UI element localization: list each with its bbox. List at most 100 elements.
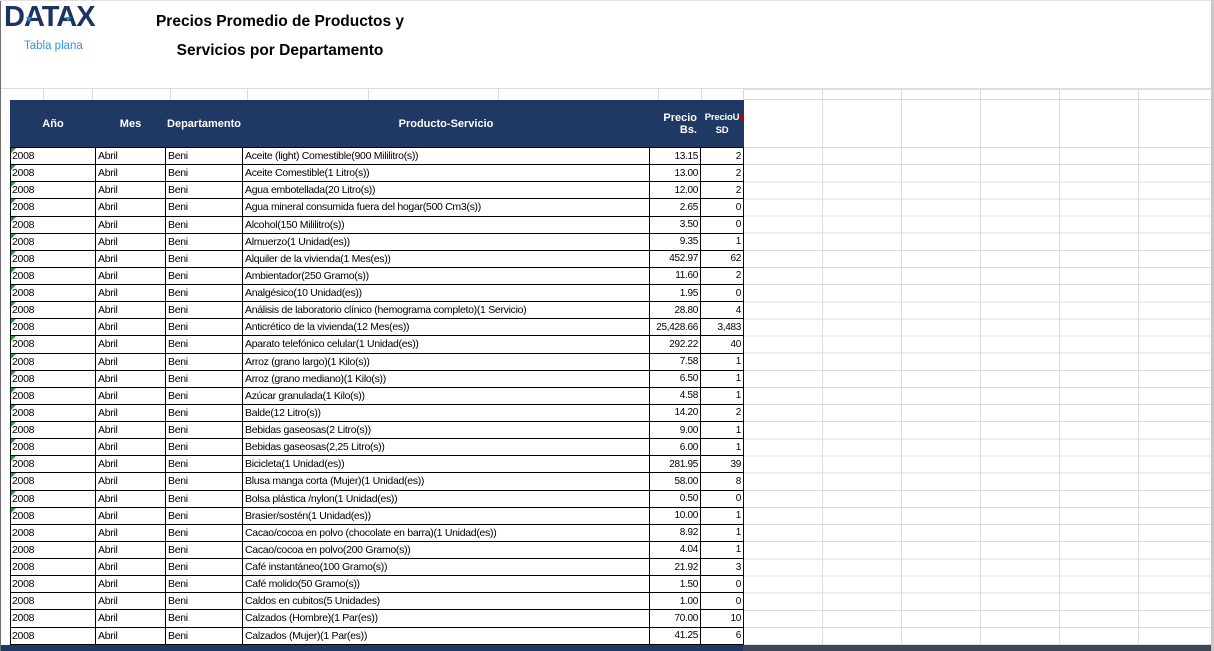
cell-department[interactable]: Beni — [165, 455, 243, 474]
cell-year[interactable]: 2008 — [10, 352, 96, 371]
cell-price-usd[interactable]: 3,483 — [700, 318, 744, 337]
cell-year[interactable]: 2008 — [10, 472, 96, 491]
cell-month[interactable]: Abril — [95, 318, 166, 337]
cell-price-usd[interactable]: 6 — [700, 626, 744, 645]
cell-price-usd[interactable]: 3 — [700, 557, 744, 577]
cell-department[interactable]: Beni — [165, 249, 243, 268]
cell-year[interactable]: 2008 — [10, 215, 96, 234]
cell-year[interactable]: 2008 — [10, 386, 96, 405]
cell-product[interactable]: Bebidas gaseosas(2 Litro(s)) — [242, 420, 650, 440]
cell-price-usd[interactable]: 2 — [700, 181, 744, 200]
cell-department[interactable]: Beni — [165, 386, 243, 405]
cell-price-usd[interactable]: 0 — [700, 215, 744, 234]
cell-month[interactable]: Abril — [95, 181, 166, 200]
cell-product[interactable]: Azúcar granulada(1 Kilo(s)) — [242, 386, 650, 405]
cell-price-bs[interactable]: 281.95 — [649, 455, 701, 474]
cell-month[interactable]: Abril — [95, 420, 166, 440]
cell-price-bs[interactable]: 4.04 — [649, 540, 701, 560]
cell-price-bs[interactable]: 2.65 — [649, 198, 701, 217]
cell-department[interactable]: Beni — [165, 181, 243, 200]
cell-price-bs[interactable]: 4.58 — [649, 386, 701, 405]
cell-month[interactable]: Abril — [95, 232, 166, 251]
cell-price-bs[interactable]: 9.35 — [649, 232, 701, 251]
cell-month[interactable]: Abril — [95, 403, 166, 423]
cell-year[interactable]: 2008 — [10, 232, 96, 251]
cell-department[interactable]: Beni — [165, 403, 243, 423]
cell-product[interactable]: Alquiler de la vivienda(1 Mes(es)) — [242, 249, 650, 268]
cell-department[interactable]: Beni — [165, 266, 243, 286]
cell-month[interactable]: Abril — [95, 249, 166, 268]
header-department[interactable]: Departamento — [165, 100, 243, 148]
cell-price-bs[interactable]: 1.50 — [649, 575, 701, 594]
cell-product[interactable]: Alcohol(150 Mililitro(s)) — [242, 215, 650, 234]
cell-year[interactable]: 2008 — [10, 592, 96, 611]
cell-department[interactable]: Beni — [165, 352, 243, 371]
cell-department[interactable]: Beni — [165, 215, 243, 234]
cell-department[interactable]: Beni — [165, 557, 243, 577]
cell-month[interactable]: Abril — [95, 369, 166, 388]
cell-department[interactable]: Beni — [165, 283, 243, 303]
header-year[interactable]: Año — [10, 100, 96, 148]
cell-department[interactable]: Beni — [165, 523, 243, 542]
cell-product[interactable]: Calzados (Mujer)(1 Par(es)) — [242, 626, 650, 645]
header-product[interactable]: Producto-Servicio — [242, 100, 650, 148]
cell-department[interactable]: Beni — [165, 369, 243, 388]
cell-price-usd[interactable]: 1 — [700, 232, 744, 251]
cell-month[interactable]: Abril — [95, 609, 166, 628]
cell-price-usd[interactable]: 1 — [700, 506, 744, 525]
cell-price-usd[interactable]: 2 — [700, 403, 744, 423]
cell-month[interactable]: Abril — [95, 198, 166, 217]
cell-month[interactable]: Abril — [95, 557, 166, 577]
cell-product[interactable]: Cacao/cocoa en polvo(200 Gramo(s)) — [242, 540, 650, 560]
cell-product[interactable]: Ambientador(250 Gramo(s)) — [242, 266, 650, 286]
cell-year[interactable]: 2008 — [10, 164, 96, 183]
cell-price-bs[interactable]: 13.15 — [649, 146, 701, 166]
cell-price-bs[interactable]: 6.50 — [649, 369, 701, 388]
cell-product[interactable]: Bicicleta(1 Unidad(es)) — [242, 455, 650, 474]
cell-product[interactable]: Bebidas gaseosas(2,25 Litro(s)) — [242, 438, 650, 457]
cell-month[interactable]: Abril — [95, 352, 166, 371]
cell-price-bs[interactable]: 292.22 — [649, 335, 701, 354]
cell-price-usd[interactable]: 0 — [700, 592, 744, 611]
cell-product[interactable]: Agua embotellada(20 Litro(s)) — [242, 181, 650, 200]
cell-product[interactable]: Balde(12 Litro(s)) — [242, 403, 650, 423]
cell-month[interactable]: Abril — [95, 489, 166, 508]
cell-year[interactable]: 2008 — [10, 438, 96, 457]
cell-department[interactable]: Beni — [165, 438, 243, 457]
cell-price-usd[interactable]: 0 — [700, 283, 744, 303]
cell-product[interactable]: Aceite (light) Comestible(900 Mililitro(… — [242, 146, 650, 166]
cell-product[interactable]: Arroz (grano largo)(1 Kilo(s)) — [242, 352, 650, 371]
cell-month[interactable]: Abril — [95, 146, 166, 166]
cell-price-usd[interactable]: 10 — [700, 609, 744, 628]
cell-department[interactable]: Beni — [165, 335, 243, 354]
cell-month[interactable]: Abril — [95, 438, 166, 457]
cell-price-usd[interactable]: 39 — [700, 455, 744, 474]
cell-department[interactable]: Beni — [165, 489, 243, 508]
cell-month[interactable]: Abril — [95, 215, 166, 234]
cell-month[interactable]: Abril — [95, 266, 166, 286]
cell-month[interactable]: Abril — [95, 592, 166, 611]
cell-year[interactable]: 2008 — [10, 249, 96, 268]
cell-product[interactable]: Almuerzo(1 Unidad(es)) — [242, 232, 650, 251]
cell-price-bs[interactable]: 14.20 — [649, 403, 701, 423]
cell-month[interactable]: Abril — [95, 575, 166, 594]
cell-year[interactable]: 2008 — [10, 369, 96, 388]
cell-price-bs[interactable]: 28.80 — [649, 301, 701, 320]
cell-product[interactable]: Blusa manga corta (Mujer)(1 Unidad(es)) — [242, 472, 650, 491]
cell-department[interactable]: Beni — [165, 472, 243, 491]
cell-price-bs[interactable]: 12.00 — [649, 181, 701, 200]
cell-product[interactable]: Analgésico(10 Unidad(es)) — [242, 283, 650, 303]
cell-product[interactable]: Café instantáneo(100 Gramo(s)) — [242, 557, 650, 577]
cell-price-bs[interactable]: 58.00 — [649, 472, 701, 491]
cell-month[interactable]: Abril — [95, 455, 166, 474]
cell-month[interactable]: Abril — [95, 540, 166, 560]
cell-price-bs[interactable]: 6.00 — [649, 438, 701, 457]
cell-year[interactable]: 2008 — [10, 283, 96, 303]
cell-price-usd[interactable]: 62 — [700, 249, 744, 268]
cell-product[interactable]: Aparato telefónico celular(1 Unidad(es)) — [242, 335, 650, 354]
cell-product[interactable]: Aceite Comestible(1 Litro(s)) — [242, 164, 650, 183]
cell-price-usd[interactable]: 1 — [700, 523, 744, 542]
cell-price-bs[interactable]: 70.00 — [649, 609, 701, 628]
cell-year[interactable]: 2008 — [10, 609, 96, 628]
cell-price-bs[interactable]: 10.00 — [649, 506, 701, 525]
